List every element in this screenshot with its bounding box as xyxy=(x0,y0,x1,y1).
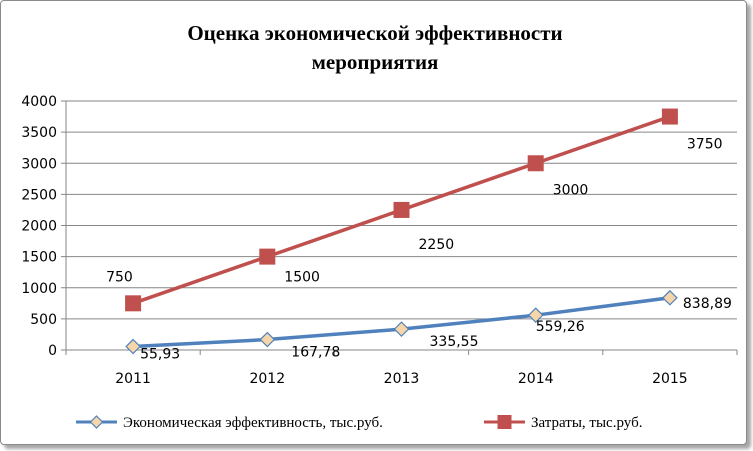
y-tick-label: 4000 xyxy=(21,94,57,110)
data-label: 3750 xyxy=(687,137,723,153)
legend-label-efficiency: Экономическая эффективность, тыс.руб. xyxy=(123,415,383,431)
y-tick-label: 3000 xyxy=(21,156,57,172)
data-point-costs xyxy=(125,295,142,312)
legend-diamond-marker-icon xyxy=(89,415,104,429)
data-label: 3000 xyxy=(553,182,589,198)
y-tick-label: 0 xyxy=(48,343,57,359)
data-point-efficiency xyxy=(125,338,141,355)
y-axis-ticks: 0 500 1000 1500 2000 2500 3000 3500 4000 xyxy=(21,94,57,359)
data-point-costs xyxy=(527,155,544,172)
data-point-efficiency xyxy=(393,321,410,337)
legend-label-costs: Затраты, тыс.руб. xyxy=(531,415,642,431)
x-tick-label: 2015 xyxy=(652,371,688,387)
chart-frame xyxy=(0,0,747,445)
data-label: 750 xyxy=(106,269,133,285)
y-tick-label: 1500 xyxy=(21,250,57,266)
data-point-costs xyxy=(259,248,276,265)
data-point-costs xyxy=(393,201,410,218)
data-point-costs xyxy=(661,108,678,125)
x-tick-label: 2013 xyxy=(384,371,420,387)
data-label: 335,55 xyxy=(430,334,479,350)
x-tick-label: 2011 xyxy=(115,371,151,387)
data-labels: 750 1500 2250 3000 3750 55,93 167,78 335,55 559,… xyxy=(106,137,732,363)
y-tick-label: 2500 xyxy=(21,187,57,203)
y-tick-label: 500 xyxy=(30,312,57,328)
chart-title-line-2: мероприятия xyxy=(312,50,439,74)
data-label: 167,78 xyxy=(291,345,340,361)
data-label: 55,93 xyxy=(140,347,180,363)
y-tick-label: 3500 xyxy=(21,125,57,141)
data-point-efficiency xyxy=(662,289,678,306)
data-label: 2250 xyxy=(419,237,455,253)
y-tick-label: 1000 xyxy=(21,281,57,297)
data-label: 1500 xyxy=(284,270,320,286)
data-label: 838,89 xyxy=(683,296,732,312)
chart-title-line-1: Оценка экономической эффективности xyxy=(187,21,562,45)
gridlines xyxy=(61,100,738,355)
x-axis-ticks: 2011 2012 2013 2014 2015 xyxy=(115,371,687,387)
data-label: 559,26 xyxy=(536,319,585,335)
data-point-efficiency xyxy=(259,331,276,348)
x-tick-label: 2014 xyxy=(518,371,554,387)
legend-square-marker-icon xyxy=(497,415,512,429)
x-tick-label: 2012 xyxy=(249,371,285,387)
data-point-efficiency xyxy=(527,307,544,324)
series-group xyxy=(125,108,678,355)
y-tick-label: 2000 xyxy=(21,219,57,235)
legend: Экономическая эффективность, тыс.руб. За… xyxy=(76,415,642,431)
